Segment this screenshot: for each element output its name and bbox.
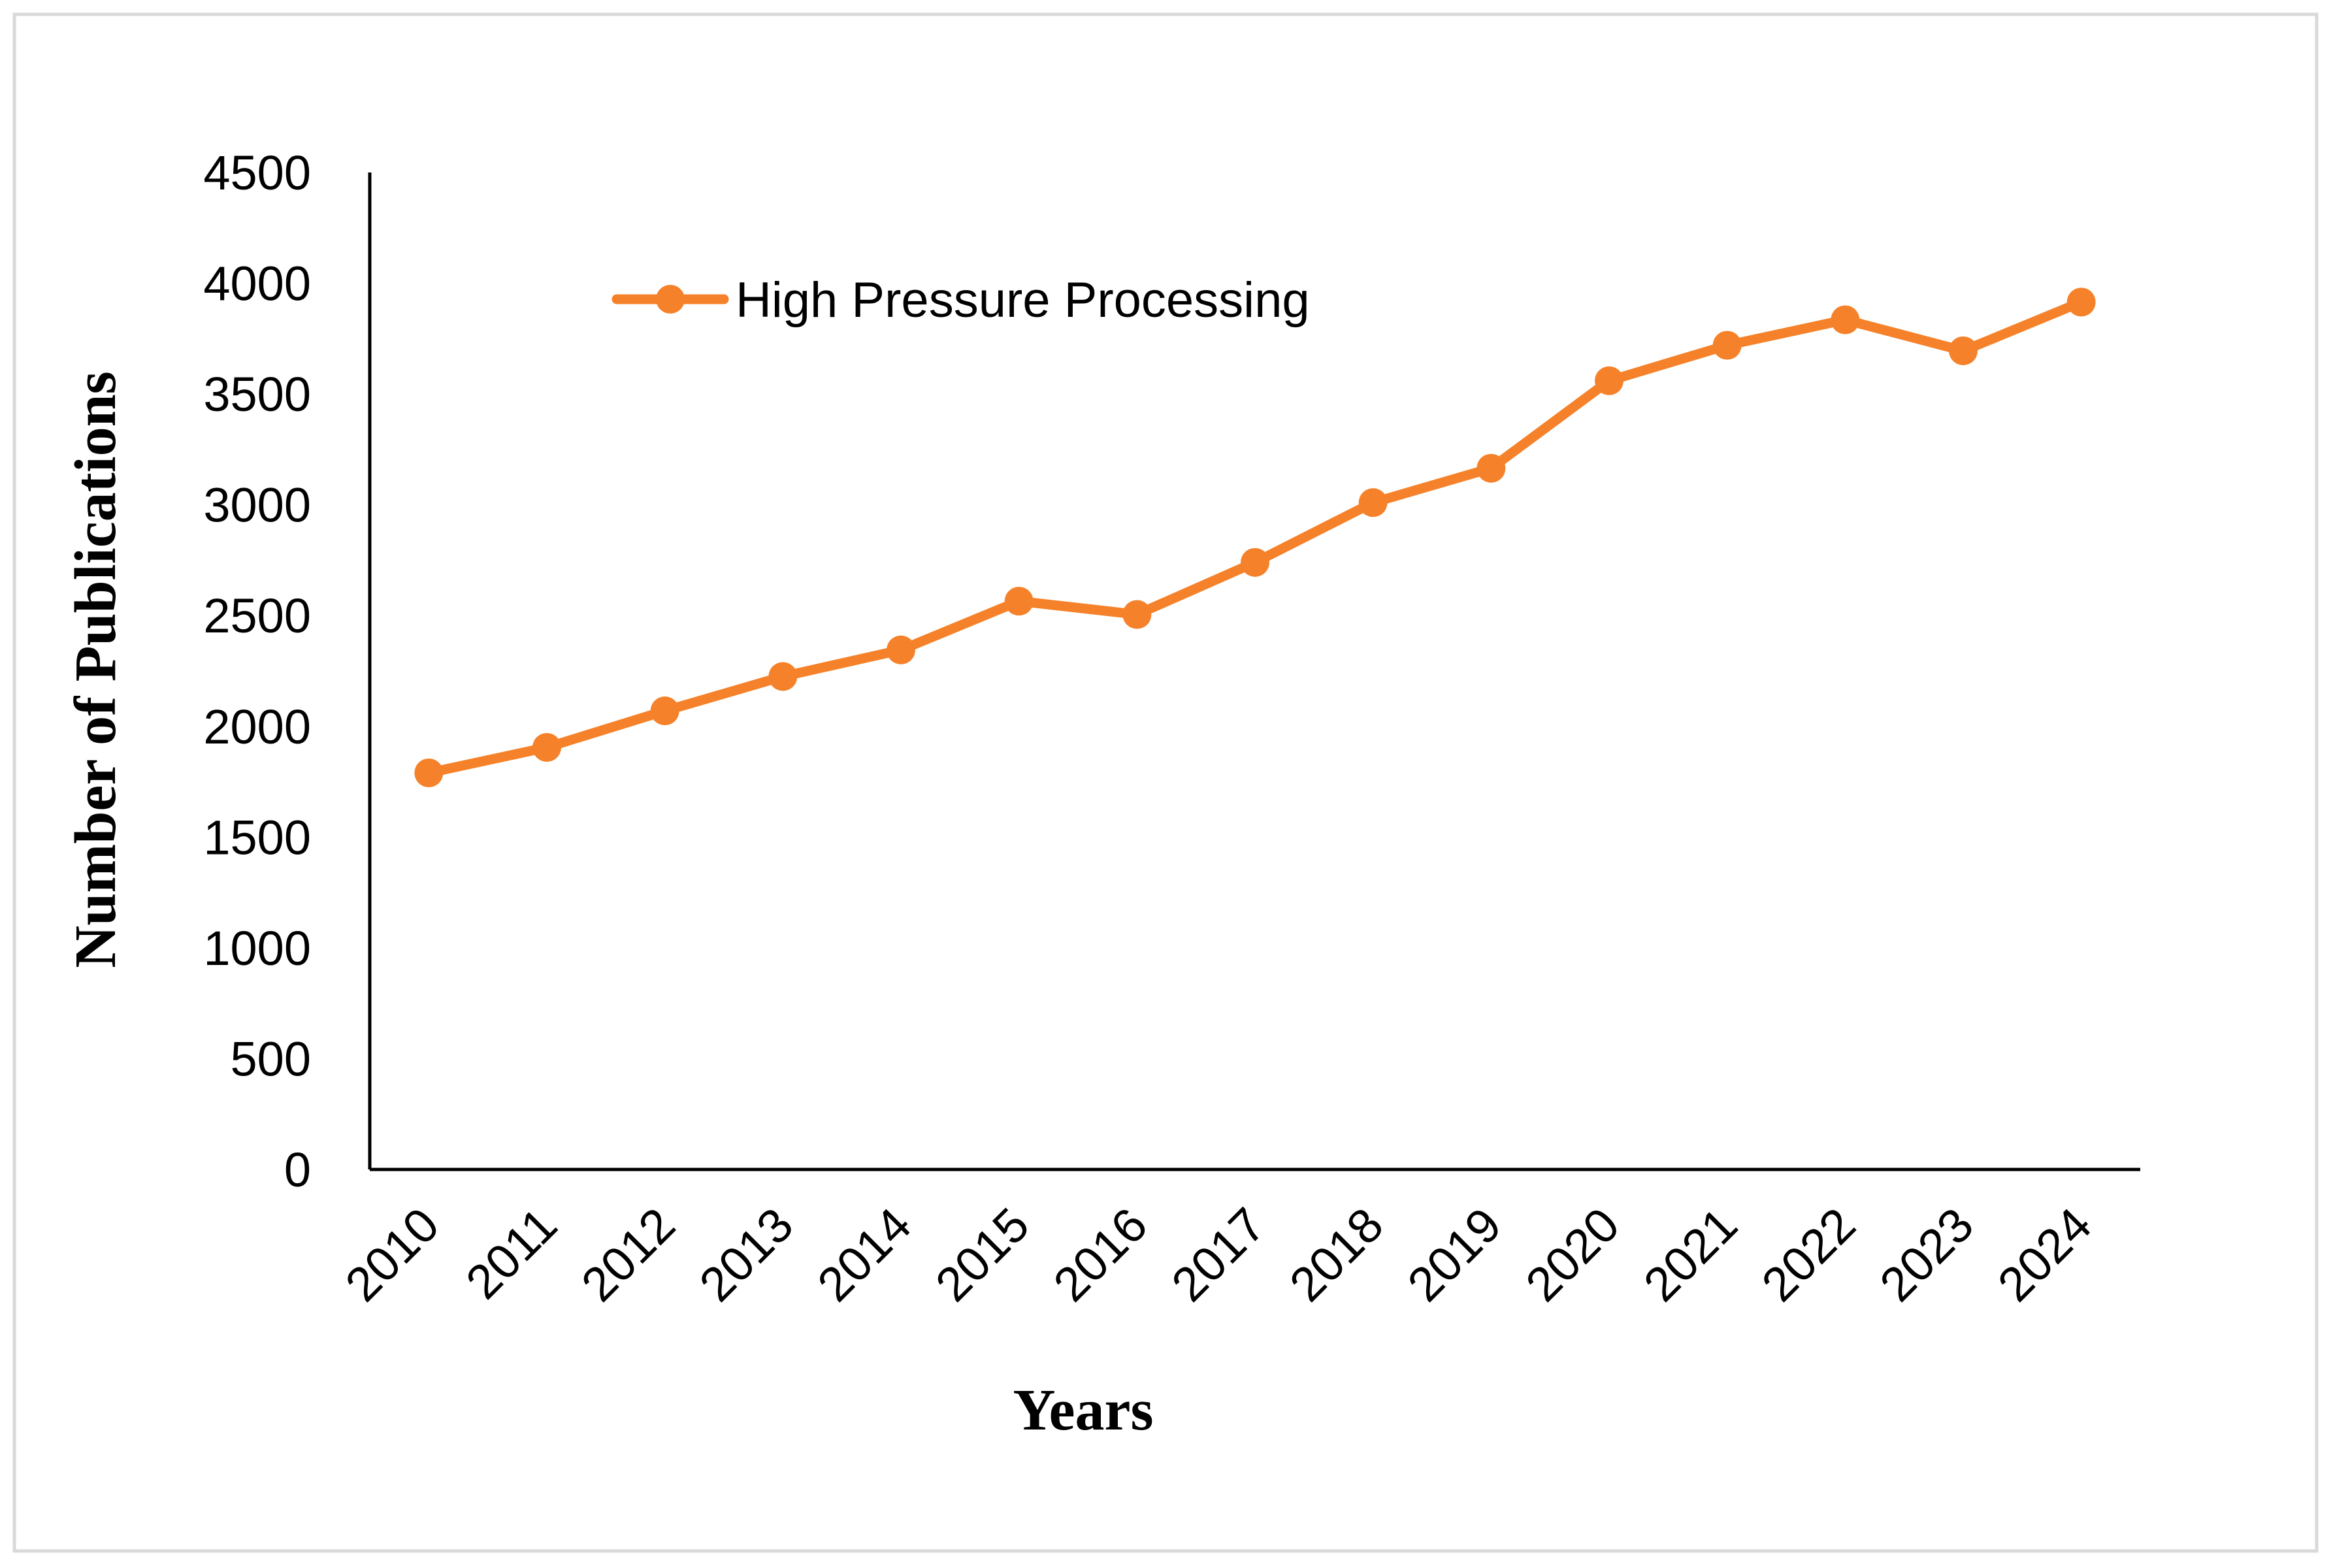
y-tick-label: 500 xyxy=(231,1032,311,1086)
legend-label: High Pressure Processing xyxy=(736,272,1310,328)
data-point xyxy=(650,696,679,726)
data-point xyxy=(1949,336,1978,365)
y-tick-label: 2500 xyxy=(203,589,311,643)
data-point xyxy=(887,635,915,664)
chart-frame xyxy=(12,12,2319,1553)
data-point xyxy=(768,662,798,691)
data-point xyxy=(532,732,561,762)
y-tick-label: 0 xyxy=(284,1143,311,1197)
y-axis-title: Number of Publications xyxy=(63,371,128,968)
data-point xyxy=(1831,305,1860,335)
y-tick-label: 3000 xyxy=(203,478,311,532)
series-layer xyxy=(414,287,2096,787)
data-point xyxy=(414,758,444,787)
y-tick-label: 3500 xyxy=(203,367,311,421)
x-axis-title: Years xyxy=(1013,1378,1154,1443)
data-point xyxy=(1241,547,1269,577)
y-tick-label: 2000 xyxy=(203,700,311,754)
y-tick-labels: 0 500 1000 1500 2000 2500 3000 3500 4000 4500 xyxy=(203,146,311,1197)
y-tick-label: 4000 xyxy=(203,257,311,311)
legend: High Pressure Processing xyxy=(612,272,1310,328)
data-point xyxy=(2066,287,2096,317)
legend-marker-swatch xyxy=(656,285,685,314)
data-point xyxy=(1004,587,1034,616)
data-point xyxy=(1595,366,1623,395)
y-tick-label: 1500 xyxy=(203,810,311,864)
y-tick-label: 1000 xyxy=(203,921,311,975)
data-point xyxy=(1358,488,1388,517)
data-point xyxy=(1712,331,1742,360)
data-point xyxy=(1476,453,1506,483)
y-tick-label: 4500 xyxy=(203,146,311,200)
data-point xyxy=(1122,600,1152,629)
